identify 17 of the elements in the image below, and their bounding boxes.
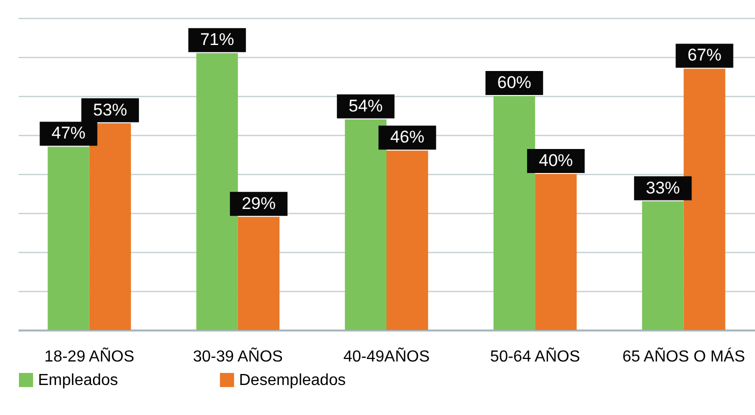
data-label: 71%	[200, 30, 234, 50]
x-tick-label: 30-39 AÑOS	[192, 346, 283, 366]
x-tick-label: 18-29 AÑOS	[44, 346, 134, 366]
data-label: 60%	[497, 73, 532, 92]
data-label: 53%	[93, 100, 128, 120]
x-tick-label: 40-49AÑOS	[343, 346, 430, 366]
data-label: 67%	[687, 46, 722, 65]
legend-label: Empleados	[38, 372, 118, 389]
data-label: 54%	[348, 96, 383, 116]
data-label: 40%	[538, 151, 573, 170]
data-label: 46%	[390, 128, 424, 147]
data-label: 33%	[646, 178, 680, 198]
x-tick-label: 65 AÑOS O MÁS	[622, 346, 746, 366]
x-tick-label: 50-64 AÑOS	[490, 346, 580, 366]
data-label: 47%	[52, 124, 86, 143]
data-label: 29%	[242, 194, 276, 213]
legend-label: Desempleados	[239, 372, 346, 389]
